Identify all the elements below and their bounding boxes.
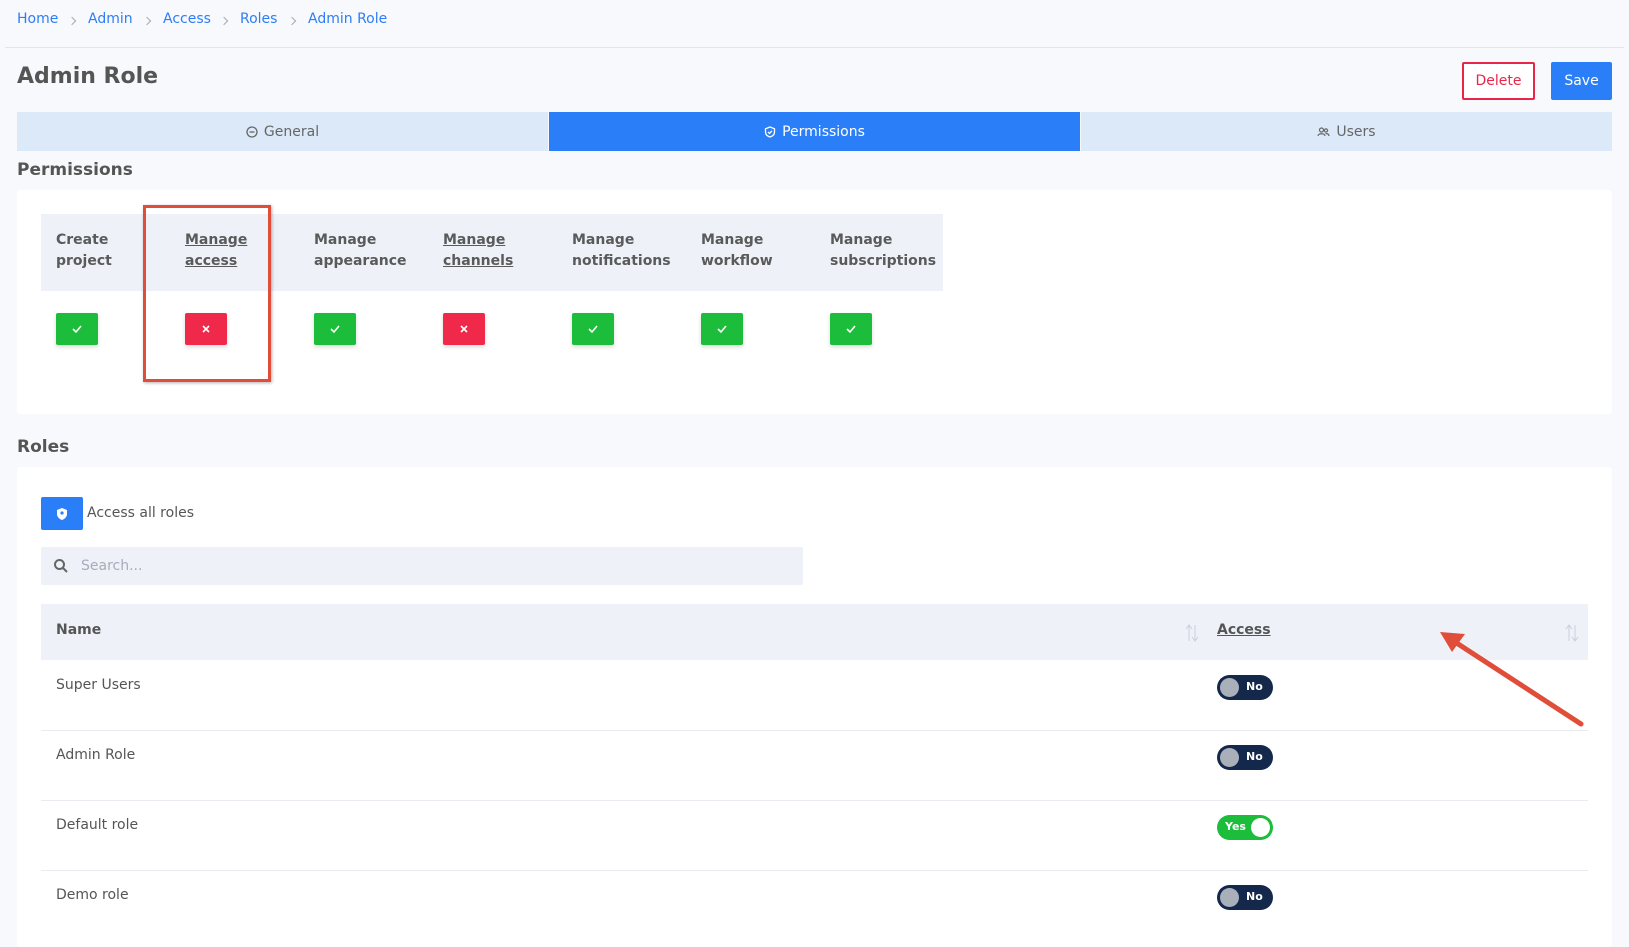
permission-state: [56, 313, 98, 345]
search-placeholder: Search...: [81, 558, 143, 574]
search-icon: [54, 559, 68, 573]
roles-heading: Roles: [17, 437, 70, 457]
breadcrumb-separator: [67, 16, 77, 26]
toggle-label: No: [1246, 680, 1263, 693]
permission-label: Manage appearance: [314, 232, 407, 269]
tab-label: Permissions: [782, 123, 865, 140]
permission-label[interactable]: Manage channels: [443, 232, 514, 269]
permission-label: Manage subscriptions: [830, 232, 937, 269]
permissions-header-bg: [41, 214, 943, 291]
toggle-label: Yes: [1225, 820, 1246, 833]
roles-card: [17, 467, 1612, 947]
permission-label[interactable]: Manage access: [185, 232, 248, 269]
breadcrumb-link[interactable]: Admin Role: [308, 11, 388, 27]
permission-label: Manage notifications: [572, 232, 671, 269]
permission-label: Manage workflow: [701, 232, 773, 269]
column-header[interactable]: Access: [1217, 622, 1271, 638]
access-toggle[interactable]: No: [1217, 885, 1273, 910]
tab[interactable]: Users: [1081, 112, 1612, 151]
role-name: Admin Role: [56, 747, 136, 763]
access-toggle[interactable]: No: [1217, 745, 1273, 770]
tab[interactable]: General: [17, 112, 548, 151]
search-box[interactable]: Search...: [41, 547, 803, 585]
permission-state: [830, 313, 872, 345]
access-toggle[interactable]: No: [1217, 675, 1273, 700]
save-button[interactable]: Save: [1551, 62, 1612, 100]
breadcrumb-link[interactable]: Admin: [88, 11, 133, 27]
breadcrumb-separator: [142, 16, 152, 26]
access-all-label: Access all roles: [87, 505, 194, 521]
permission-state: [314, 313, 356, 345]
tab-label: General: [263, 123, 320, 140]
access-all-button[interactable]: [41, 497, 83, 530]
access-toggle[interactable]: Yes: [1217, 815, 1273, 840]
sort-icon[interactable]: [1565, 623, 1579, 647]
role-name: Super Users: [56, 677, 141, 693]
breadcrumb-separator: [219, 16, 229, 26]
breadcrumb-link[interactable]: Access: [163, 11, 211, 27]
toggle-label: No: [1246, 890, 1263, 903]
shield-icon: [57, 507, 67, 520]
tab-label: Users: [1336, 123, 1376, 140]
toggle-knob: [1220, 748, 1239, 767]
table-header-bg: [41, 604, 1588, 660]
permission-label: Create project: [56, 232, 112, 269]
permission-state: [443, 313, 485, 345]
permission-state: [572, 313, 614, 345]
delete-button[interactable]: Delete: [1462, 62, 1535, 100]
page-title: Admin Role: [17, 64, 159, 89]
role-name: Default role: [56, 817, 139, 833]
highlight-box: [143, 205, 271, 382]
toggle-label: No: [1246, 750, 1263, 763]
sort-icon[interactable]: [1185, 623, 1199, 647]
breadcrumb-divider: [5, 47, 1624, 48]
toggle-knob: [1251, 818, 1270, 837]
tab[interactable]: Permissions: [549, 112, 1080, 151]
row-divider: [41, 730, 1588, 731]
permissions-heading: Permissions: [17, 160, 133, 180]
permission-state: [701, 313, 743, 345]
toggle-knob: [1220, 888, 1239, 907]
role-name: Demo role: [56, 887, 129, 903]
row-divider: [41, 800, 1588, 801]
breadcrumb-separator: [287, 16, 297, 26]
row-divider: [41, 870, 1588, 871]
breadcrumb-link[interactable]: Roles: [240, 11, 278, 27]
column-header[interactable]: Name: [56, 622, 102, 638]
permission-state: [185, 313, 227, 345]
toggle-knob: [1220, 678, 1239, 697]
breadcrumb-link[interactable]: Home: [17, 11, 59, 27]
